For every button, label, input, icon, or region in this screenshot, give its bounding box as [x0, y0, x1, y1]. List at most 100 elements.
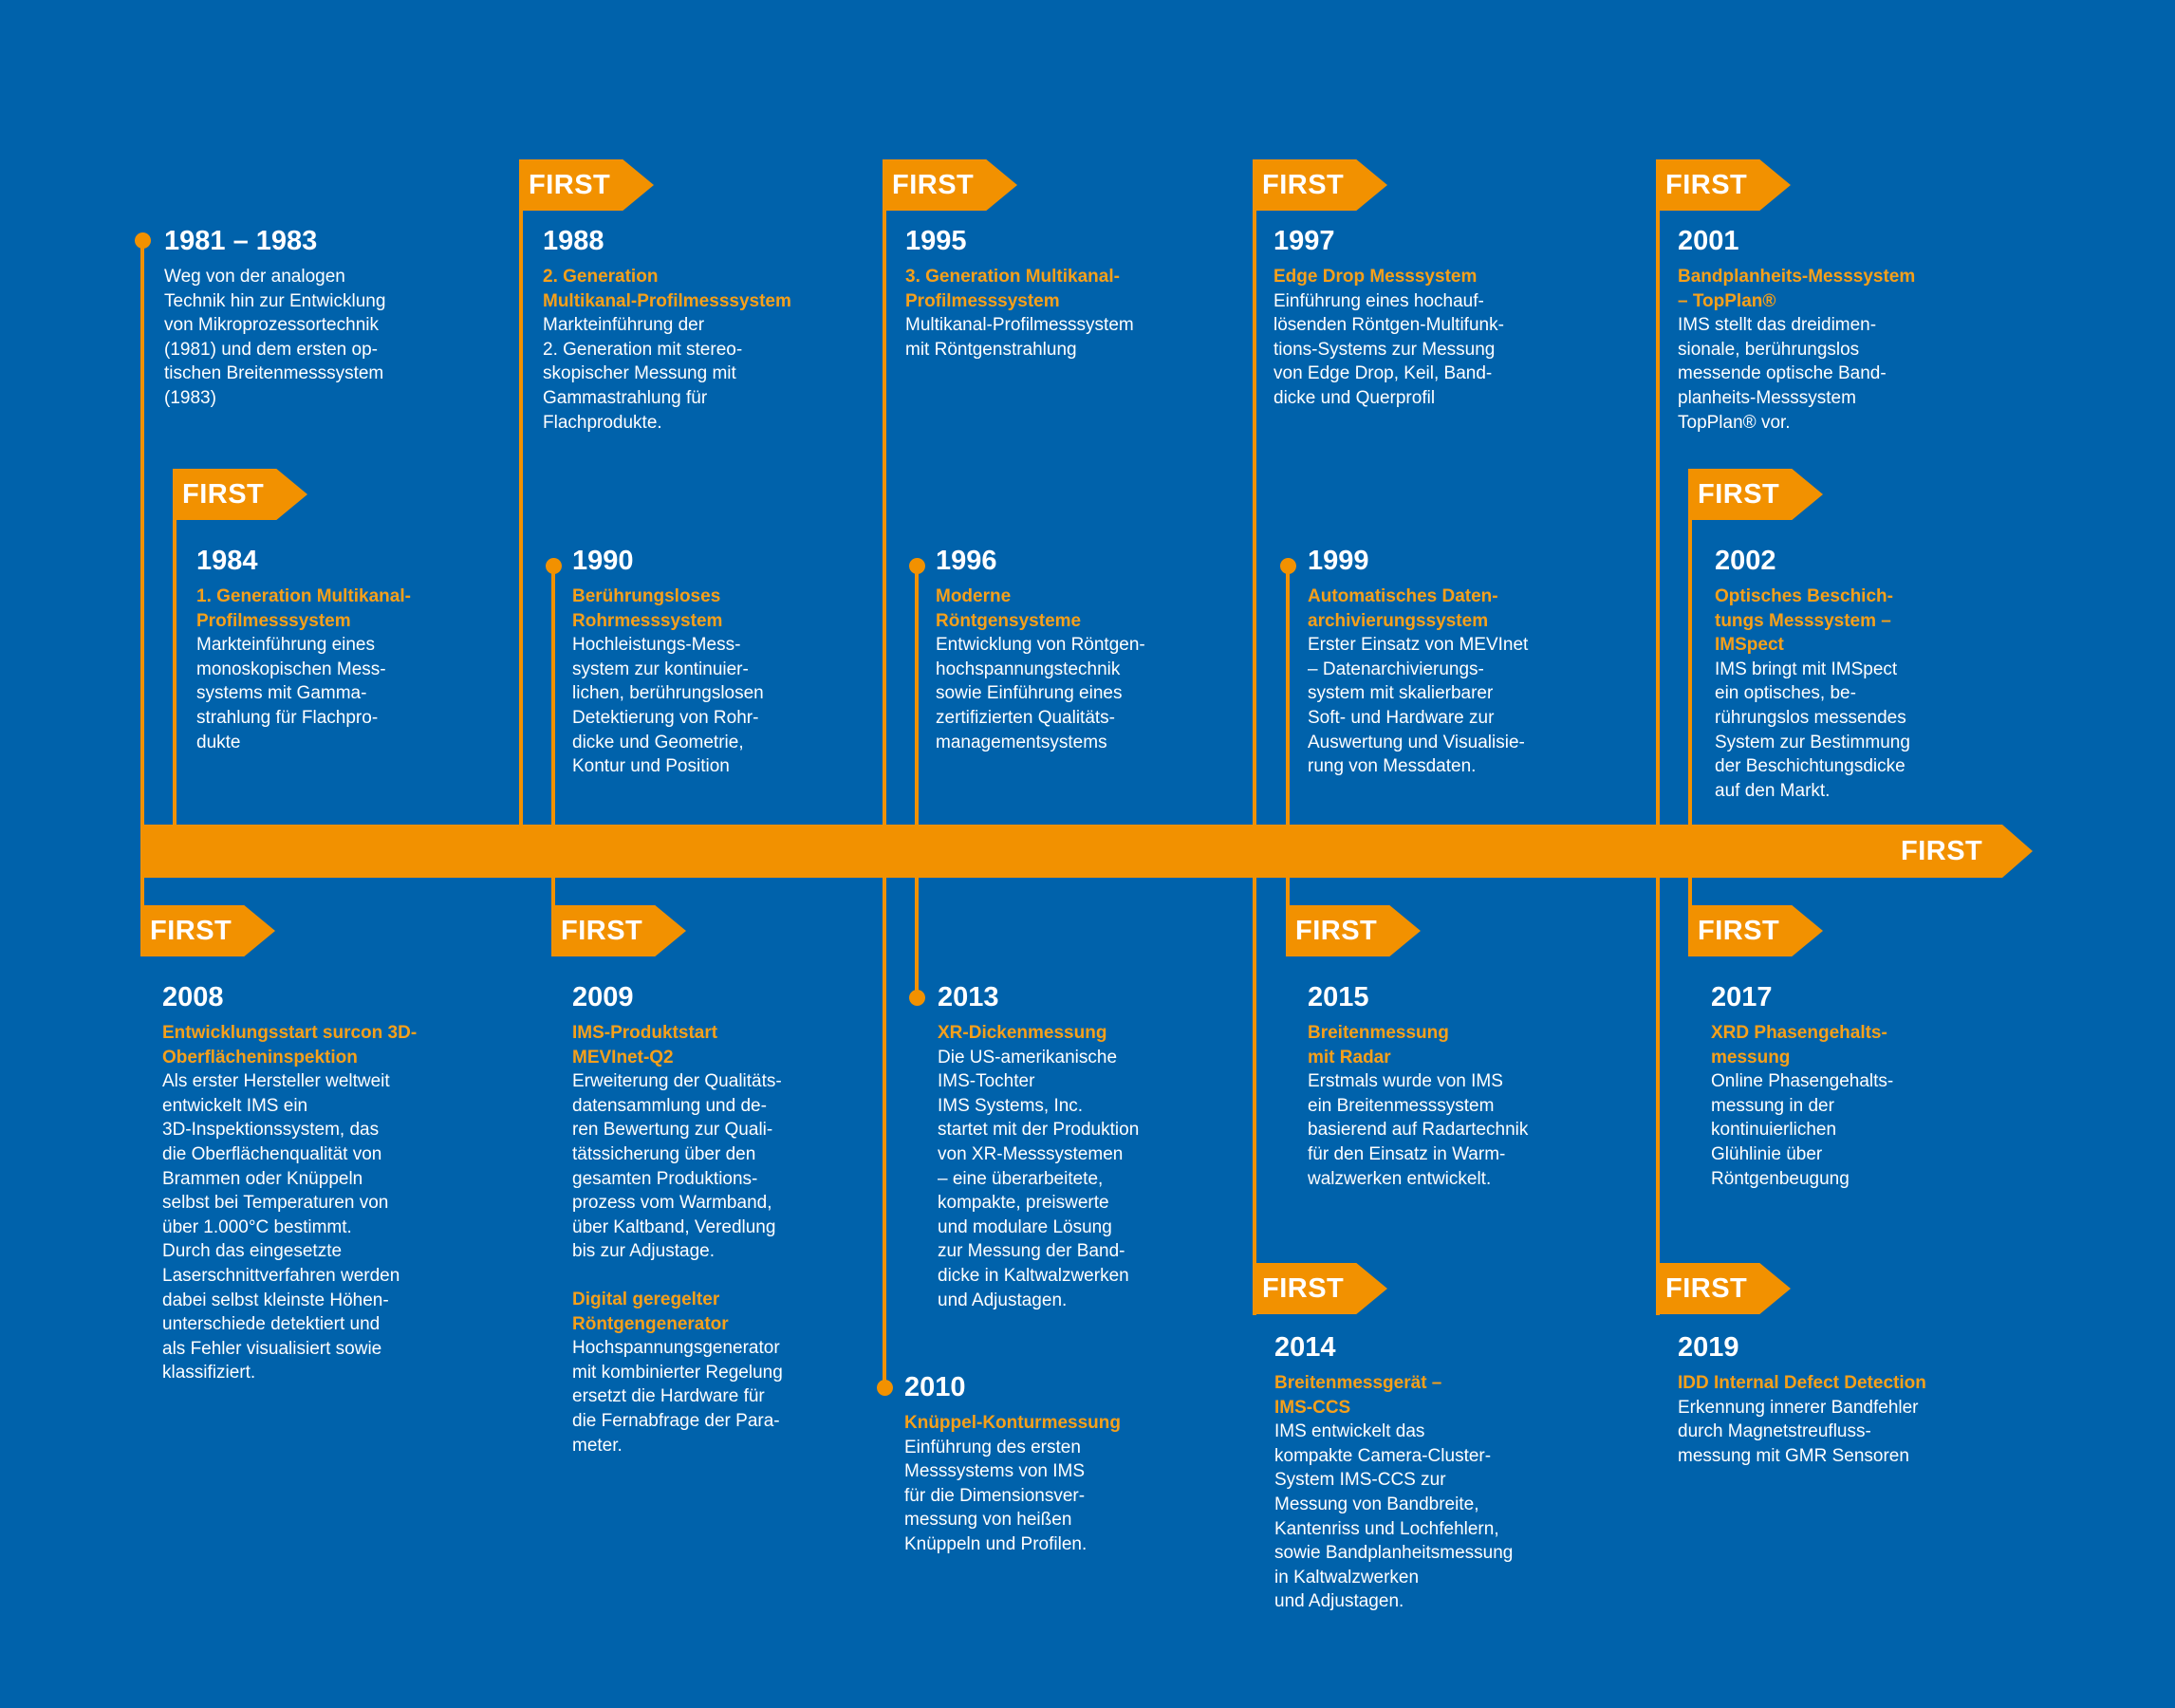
entry-body: Erster Einsatz von MEVInet – Datenarchiv… [1308, 635, 1529, 777]
connector-line-2002 [1688, 469, 1692, 953]
entry-body: Erweiterung der Qualitäts- datensammlung… [572, 1071, 782, 1262]
entry-year: 2019 [1678, 1332, 1739, 1363]
entry-year: 2002 [1715, 546, 1776, 576]
entry-year: 2010 [904, 1372, 966, 1402]
entry-title: Edge Drop Messsystem [1273, 267, 1478, 287]
entry-title: IMS-Produktstart MEVInet-Q2 [572, 1023, 718, 1068]
entry-title: Breitenmessgerät – IMS-CCS [1274, 1373, 1442, 1418]
entry-2017: 2017 XRD Phasengehalts- messung Online P… [1711, 981, 1981, 1191]
connector-line-1988 [519, 159, 523, 827]
entry-body: Markteinführung eines monoskopischen Mes… [196, 635, 386, 752]
entry-1997: 1997 Edge Drop Messsystem Einführung ein… [1273, 225, 1544, 411]
entry-2009: 2009 IMS-Produktstart MEVInet-Q2 Erweite… [572, 981, 843, 1457]
first-flag-2002: FIRST [1688, 469, 1823, 520]
entry-body-2: Hochspannungsgenerator mit kombinierter … [572, 1338, 783, 1456]
entry-year: 1997 [1273, 226, 1335, 256]
entry-title-2: Digital geregelter Röntgengenerator [572, 1289, 729, 1334]
timeline-dot-2010 [877, 1380, 893, 1396]
entry-body: IMS bringt mit IMSpect ein optisches, be… [1715, 659, 1910, 801]
connector-line-1997 [1253, 159, 1256, 1315]
entry-body: Als erster Hersteller weltweit entwickel… [162, 1071, 400, 1383]
entry-body: Markteinführung der 2. Generation mit st… [543, 315, 743, 433]
entry-title: Moderne Röntgensysteme [936, 586, 1082, 631]
entry-year: 2014 [1274, 1332, 1336, 1363]
entry-title: XRD Phasengehalts- messung [1711, 1023, 1887, 1068]
first-flag-1995: FIRST [883, 159, 1017, 211]
entry-title: Knüppel-Konturmessung [904, 1413, 1121, 1433]
entry-title: XR-Dickenmessung [938, 1023, 1107, 1043]
timeline-dot-1990 [546, 558, 562, 574]
main-timeline-arrow [140, 825, 2033, 878]
connector-line-2001 [1656, 159, 1660, 1315]
entry-2019: 2019 IDD Internal Defect Detection Erken… [1678, 1331, 1972, 1468]
entry-title: Bandplanheits-Messsystem – TopPlan® [1678, 267, 1916, 311]
entry-body: IMS entwickelt das kompakte Camera-Clust… [1274, 1421, 1514, 1612]
entry-1996: 1996 Moderne Röntgensysteme Entwicklung … [936, 545, 1206, 754]
entry-2008: 2008 Entwicklungsstart surcon 3D- Oberfl… [162, 981, 447, 1385]
entry-1981: 1981 – 1983 Weg von der analogen Technik… [164, 225, 435, 411]
entry-year: 2008 [162, 982, 224, 1012]
entry-year: 2001 [1678, 226, 1739, 256]
timeline-dot-1996 [909, 558, 925, 574]
entry-title: Automatisches Daten- archivierungssystem [1308, 586, 1498, 631]
entry-1995: 1995 3. Generation Multikanal- Profilmes… [905, 225, 1176, 362]
entry-2013: 2013 XR-Dickenmessung Die US-amerikanisc… [938, 981, 1208, 1312]
entry-body: Entwicklung von Röntgen- hochspannungste… [936, 635, 1145, 752]
entry-year: 1988 [543, 226, 604, 256]
entry-2014: 2014 Breitenmessgerät – IMS-CCS IMS entw… [1274, 1331, 1559, 1614]
connector-line-1996 [915, 566, 919, 998]
entry-year: 1981 – 1983 [164, 226, 318, 256]
timeline-dot-2013 [909, 990, 925, 1006]
entry-year: 1990 [572, 546, 634, 576]
timeline-dot-1999 [1280, 558, 1296, 574]
entry-body: IMS stellt das dreidimen- sionale, berüh… [1678, 315, 1887, 433]
entry-title: IDD Internal Defect Detection [1678, 1373, 1926, 1393]
first-flag-1988: FIRST [519, 159, 654, 211]
entry-body: Erkennung innerer Bandfehler durch Magne… [1678, 1397, 1919, 1466]
first-flag-2001: FIRST [1656, 159, 1791, 211]
timeline-dot-1981 [135, 232, 151, 249]
entry-body: Weg von der analogen Technik hin zur Ent… [164, 267, 386, 408]
entry-1999: 1999 Automatisches Daten- archivierungss… [1308, 545, 1578, 779]
first-flag-2009: FIRST [551, 905, 686, 956]
entry-1988: 1988 2. Generation Multikanal-Profilmess… [543, 225, 813, 435]
entry-2002: 2002 Optisches Beschich- tungs Messsyste… [1715, 545, 1985, 803]
connector-line-1999 [1286, 566, 1290, 956]
entry-title: 3. Generation Multikanal- Profilmesssyst… [905, 267, 1120, 311]
entry-year: 2017 [1711, 982, 1773, 1012]
first-flag-1997: FIRST [1253, 159, 1387, 211]
entry-year: 2015 [1308, 982, 1369, 1012]
first-flag-2019: FIRST [1656, 1263, 1791, 1314]
first-flag-1984: FIRST [173, 469, 307, 520]
entry-1984: 1984 1. Generation Multikanal- Profilmes… [196, 545, 467, 754]
entry-title: Entwicklungsstart surcon 3D- Oberflächen… [162, 1023, 418, 1068]
entry-year: 1996 [936, 546, 997, 576]
entry-year: 1999 [1308, 546, 1369, 576]
entry-body: Die US-amerikanische IMS-Tochter IMS Sys… [938, 1047, 1140, 1310]
connector-line-1981 [140, 240, 144, 956]
entry-title: Breitenmessung mit Radar [1308, 1023, 1449, 1068]
entry-2015: 2015 Breitenmessung mit Radar Erstmals w… [1308, 981, 1578, 1191]
connector-line-1995 [883, 159, 886, 1387]
first-flag-2008: FIRST [140, 905, 275, 956]
first-flag-2014: FIRST [1253, 1263, 1387, 1314]
entry-body: Einführung des ersten Messsystems von IM… [904, 1437, 1088, 1554]
entry-2001: 2001 Bandplanheits-Messsystem – TopPlan®… [1678, 225, 1948, 435]
main-arrow-label: FIRST [1901, 836, 1983, 866]
entry-body: Online Phasengehalts- messung in der kon… [1711, 1071, 1894, 1189]
entry-body: Hochleistungs-Mess- system zur kontinuie… [572, 635, 764, 777]
entry-year: 1995 [905, 226, 967, 256]
connector-line-1990 [551, 566, 555, 956]
entry-2010: 2010 Knüppel-Konturmessung Einführung de… [904, 1371, 1175, 1557]
entry-title: 2. Generation Multikanal-Profilmesssyste… [543, 267, 791, 311]
entry-title: Berührungsloses Rohrmesssystem [572, 586, 723, 631]
entry-year: 1984 [196, 546, 258, 576]
first-flag-2015: FIRST [1286, 905, 1421, 956]
entry-body: Erstmals wurde von IMS ein Breitenmesssy… [1308, 1071, 1529, 1189]
entry-year: 2013 [938, 982, 999, 1012]
first-flag-2017: FIRST [1688, 905, 1823, 956]
entry-1990: 1990 Berührungsloses Rohrmesssystem Hoch… [572, 545, 843, 779]
entry-body: Multikanal-Profilmesssystem mit Röntgens… [905, 315, 1134, 360]
entry-body: Einführung eines hochauf- lösenden Röntg… [1273, 290, 1504, 408]
